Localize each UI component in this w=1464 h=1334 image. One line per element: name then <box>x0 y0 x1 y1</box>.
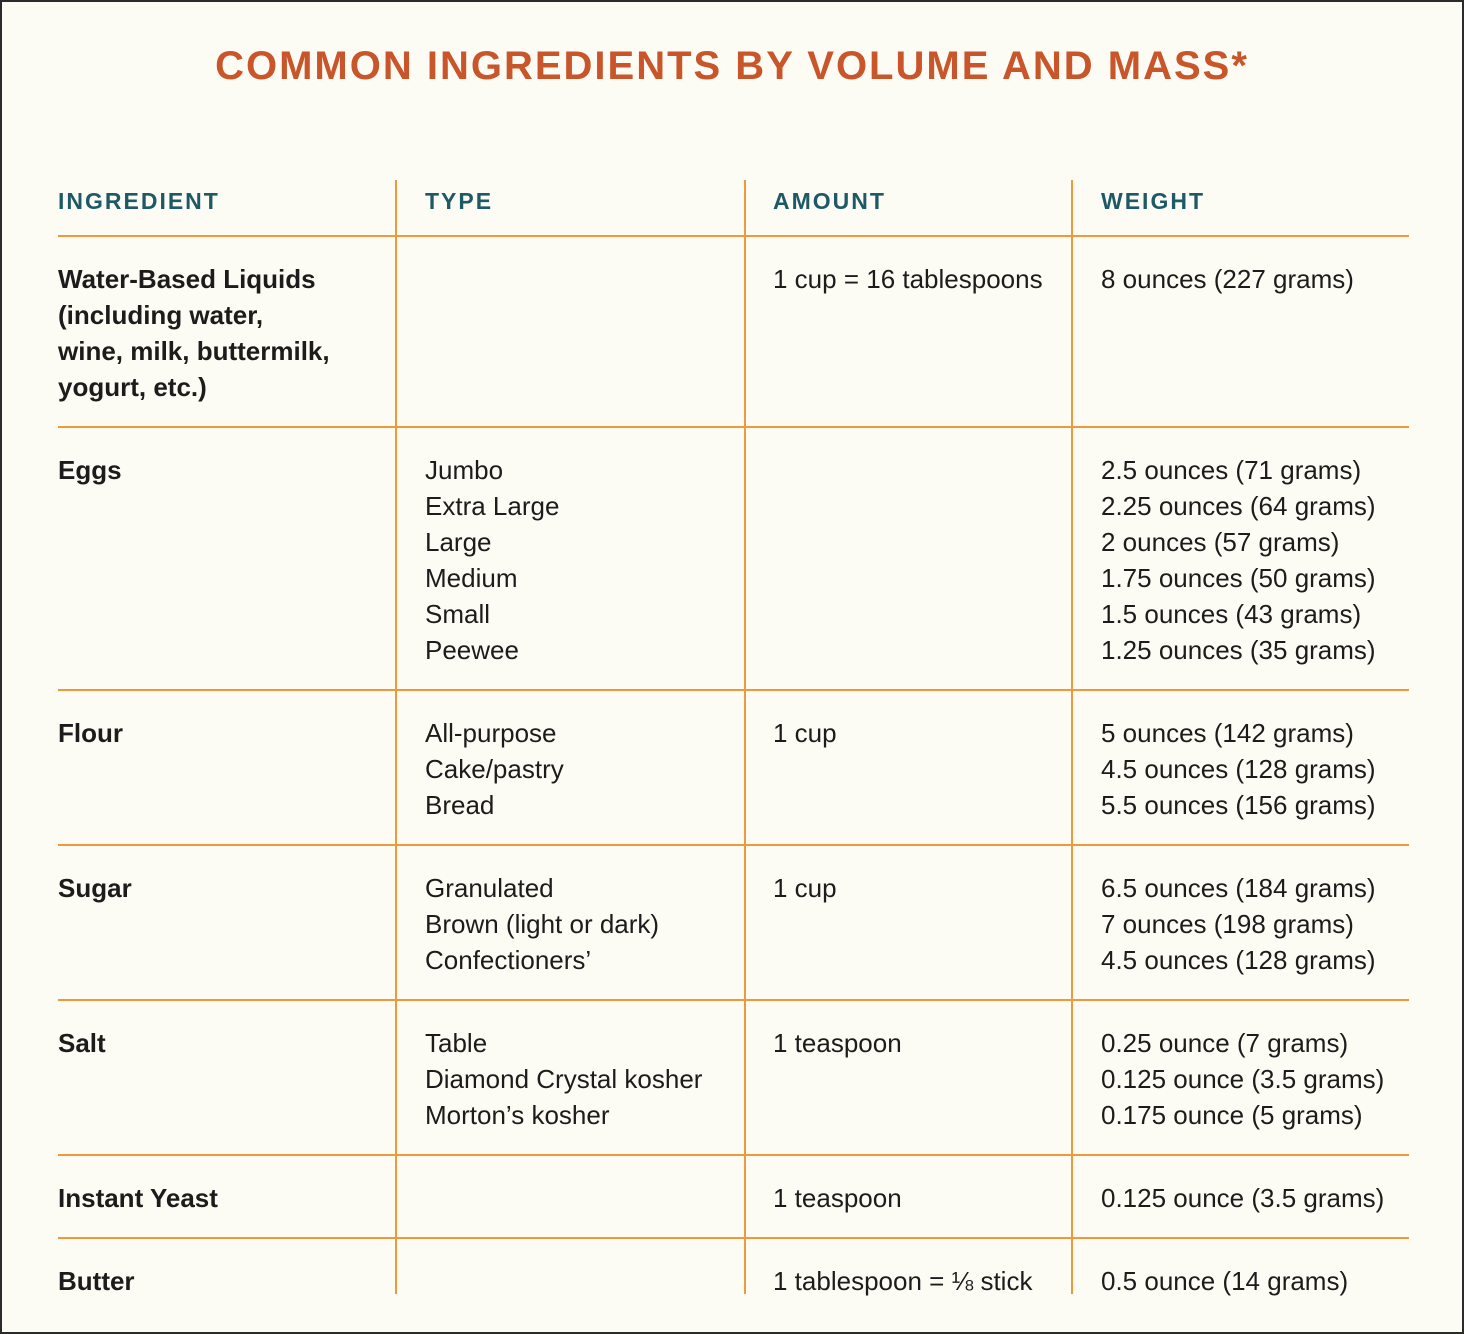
table-row: Salt Table Diamond Crystal kosher Morton… <box>58 1001 1409 1156</box>
type-text: Peewee <box>425 635 519 665</box>
weight-text: 4.5 ounces (128 grams) <box>1101 754 1376 784</box>
table-row: Eggs Jumbo Extra Large Large Medium Smal… <box>58 428 1409 691</box>
weight-text: 2.5 ounces (71 grams) <box>1101 455 1362 485</box>
type-text: Extra Large <box>425 491 560 521</box>
type-text: Granulated <box>425 873 554 903</box>
header-type: TYPE <box>395 180 744 235</box>
weight-cell: 0.5 ounce (14 grams) <box>1071 1239 1409 1296</box>
weight-cell: 8 ounces (227 grams) <box>1071 237 1409 426</box>
ingredient-cell: Instant Yeast <box>58 1156 395 1237</box>
type-text: Cake/pastry <box>425 754 564 784</box>
type-text: Confectioners’ <box>425 945 592 975</box>
type-cell <box>395 237 744 426</box>
ingredient-cell: Eggs <box>58 428 395 689</box>
amount-text: 1 teaspoon <box>773 1183 902 1213</box>
weight-cell: 5 ounces (142 grams) 4.5 ounces (128 gra… <box>1071 691 1409 844</box>
ingredient-cell: Sugar <box>58 846 395 999</box>
weight-cell: 6.5 ounces (184 grams) 7 ounces (198 gra… <box>1071 846 1409 999</box>
type-text: Large <box>425 527 492 557</box>
type-cell: Granulated Brown (light or dark) Confect… <box>395 846 744 999</box>
type-text: All-purpose <box>425 718 557 748</box>
type-text: Diamond Crystal kosher <box>425 1064 703 1094</box>
weight-text: 6.5 ounces (184 grams) <box>1101 873 1376 903</box>
amount-text: 1 cup = 16 tablespoons <box>773 264 1043 294</box>
weight-text: 4.5 ounces (128 grams) <box>1101 945 1376 975</box>
type-cell: All-purpose Cake/pastry Bread <box>395 691 744 844</box>
amount-cell: 1 tablespoon = ⅛ stick <box>744 1239 1071 1296</box>
weight-text: 0.125 ounce (3.5 grams) <box>1101 1064 1385 1094</box>
table-row: Instant Yeast 1 teaspoon 0.125 ounce (3.… <box>58 1156 1409 1239</box>
ingredient-cell: Water-Based Liquids (including water, wi… <box>58 237 395 426</box>
weight-text: 5.5 ounces (156 grams) <box>1101 790 1376 820</box>
type-text: Small <box>425 599 491 629</box>
ingredient-line: wine, milk, buttermilk, <box>58 336 330 366</box>
header-ingredient: INGREDIENT <box>58 188 220 214</box>
type-cell <box>395 1239 744 1294</box>
weight-cell: 0.125 ounce (3.5 grams) <box>1071 1156 1409 1237</box>
header-weight: WEIGHT <box>1071 180 1409 235</box>
type-text: Medium <box>425 563 518 593</box>
type-text: Bread <box>425 790 495 820</box>
table-row: Flour All-purpose Cake/pastry Bread 1 cu… <box>58 691 1409 846</box>
amount-cell: 1 cup = 16 tablespoons <box>744 237 1071 426</box>
ingredient-line: Flour <box>58 718 123 748</box>
weight-text: 8 ounces (227 grams) <box>1101 264 1354 294</box>
weight-text: 0.25 ounce (7 grams) <box>1101 1028 1349 1058</box>
amount-cell: 1 cup <box>744 846 1071 999</box>
weight-text: 7 ounces (198 grams) <box>1101 909 1354 939</box>
weight-text: 5 ounces (142 grams) <box>1101 718 1354 748</box>
amount-cell: 1 teaspoon <box>744 1001 1071 1154</box>
amount-cell: 1 teaspoon <box>744 1156 1071 1237</box>
ingredient-line: Salt <box>58 1028 106 1058</box>
header-amount: AMOUNT <box>744 180 1071 235</box>
weight-text: 0.125 ounce (3.5 grams) <box>1101 1183 1385 1213</box>
ingredient-line: yogurt, etc.) <box>58 372 207 402</box>
ingredient-line: Sugar <box>58 873 132 903</box>
ingredient-cell: Salt <box>58 1001 395 1154</box>
page-title: COMMON INGREDIENTS BY VOLUME AND MASS* <box>215 44 1249 88</box>
weight-cell: 0.25 ounce (7 grams) 0.125 ounce (3.5 gr… <box>1071 1001 1409 1154</box>
ingredient-line: Water-Based Liquids <box>58 264 316 294</box>
weight-text: 1.5 ounces (43 grams) <box>1101 599 1362 629</box>
type-text: Jumbo <box>425 455 504 485</box>
weight-text: 1.75 ounces (50 grams) <box>1101 563 1376 593</box>
table-header-row: INGREDIENT TYPE AMOUNT WEIGHT <box>58 180 1409 237</box>
amount-cell <box>744 428 1071 689</box>
table-row: Butter 1 tablespoon = ⅛ stick 0.5 ounce … <box>58 1239 1409 1296</box>
ingredient-line: Eggs <box>58 455 122 485</box>
amount-text: 1 cup <box>773 718 837 748</box>
weight-text: 2.25 ounces (64 grams) <box>1101 491 1376 521</box>
ingredient-line: (including water, <box>58 300 264 330</box>
type-text: Morton’s kosher <box>425 1100 610 1130</box>
amount-text: 1 cup <box>773 873 837 903</box>
ingredient-cell: Flour <box>58 691 395 844</box>
type-cell <box>395 1156 744 1237</box>
ingredient-cell: Butter <box>58 1239 395 1296</box>
type-cell: Table Diamond Crystal kosher Morton’s ko… <box>395 1001 744 1154</box>
type-cell: Jumbo Extra Large Large Medium Small Pee… <box>395 428 744 689</box>
ingredient-line: Instant Yeast <box>58 1183 218 1213</box>
type-text: Table <box>425 1028 488 1058</box>
weight-text: 0.5 ounce (14 grams) <box>1101 1266 1349 1296</box>
ingredient-line: Butter <box>58 1266 135 1296</box>
weight-text: 1.25 ounces (35 grams) <box>1101 635 1376 665</box>
weight-text: 0.175 ounce (5 grams) <box>1101 1100 1363 1130</box>
amount-text: 1 teaspoon <box>773 1028 902 1058</box>
ingredients-table: INGREDIENT TYPE AMOUNT WEIGHT Water-Base… <box>58 180 1409 1296</box>
weight-cell: 2.5 ounces (71 grams) 2.25 ounces (64 gr… <box>1071 428 1409 689</box>
table-row: Sugar Granulated Brown (light or dark) C… <box>58 846 1409 1001</box>
table-row: Water-Based Liquids (including water, wi… <box>58 237 1409 428</box>
amount-text: 1 tablespoon = ⅛ stick <box>773 1266 1033 1296</box>
type-text: Brown (light or dark) <box>425 909 660 939</box>
weight-text: 2 ounces (57 grams) <box>1101 527 1340 557</box>
amount-cell: 1 cup <box>744 691 1071 844</box>
